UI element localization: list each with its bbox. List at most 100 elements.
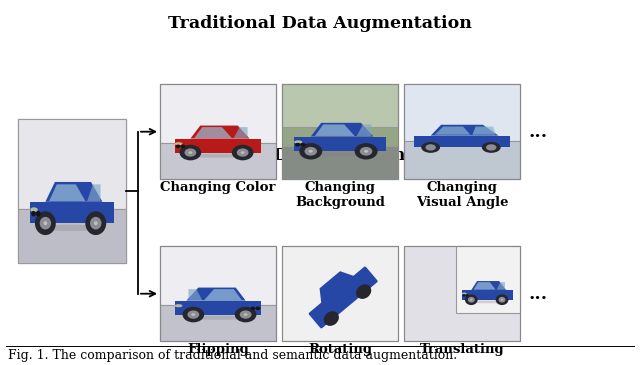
Ellipse shape [499, 297, 506, 303]
Bar [18, 119, 126, 209]
Polygon shape [356, 124, 371, 136]
Bar [404, 84, 520, 179]
Ellipse shape [182, 307, 204, 322]
Bar [282, 146, 398, 179]
Ellipse shape [482, 142, 500, 153]
Bar [160, 246, 276, 341]
Ellipse shape [308, 150, 313, 153]
Bar [18, 209, 126, 264]
Ellipse shape [184, 149, 196, 157]
Bar [18, 119, 126, 264]
Ellipse shape [31, 211, 36, 216]
Bar [282, 246, 398, 341]
Ellipse shape [175, 142, 182, 145]
Ellipse shape [180, 145, 186, 148]
Polygon shape [435, 127, 470, 135]
Polygon shape [195, 127, 232, 138]
Ellipse shape [300, 143, 305, 147]
Bar [404, 84, 520, 179]
Ellipse shape [40, 217, 51, 230]
Ellipse shape [188, 310, 199, 319]
Bar [282, 246, 398, 341]
Polygon shape [175, 300, 261, 315]
Bar [160, 305, 276, 341]
Ellipse shape [255, 307, 260, 310]
Text: Changing
Background: Changing Background [295, 181, 385, 209]
Ellipse shape [421, 142, 440, 153]
Polygon shape [315, 124, 355, 136]
Text: Traditional Data Augmentation: Traditional Data Augmentation [168, 15, 472, 32]
Ellipse shape [470, 299, 472, 301]
Text: Fig. 1. The comparison of traditional and semantic data augmentation.: Fig. 1. The comparison of traditional an… [8, 349, 457, 362]
Bar [160, 246, 276, 341]
Ellipse shape [300, 143, 323, 160]
Ellipse shape [355, 143, 378, 160]
Ellipse shape [44, 221, 47, 225]
Bar [282, 84, 398, 179]
Ellipse shape [467, 300, 508, 303]
Bar [160, 84, 276, 179]
Polygon shape [294, 137, 386, 151]
Ellipse shape [324, 311, 339, 326]
Text: Rotating: Rotating [308, 343, 372, 356]
Polygon shape [234, 127, 248, 138]
Ellipse shape [465, 294, 477, 305]
Polygon shape [311, 123, 373, 137]
Ellipse shape [501, 299, 503, 301]
Bar [160, 84, 276, 143]
Bar [18, 119, 126, 264]
Ellipse shape [305, 147, 317, 156]
Bar [282, 84, 398, 127]
Polygon shape [319, 271, 355, 304]
Bar [404, 246, 520, 341]
Text: ...: ... [528, 285, 547, 303]
Ellipse shape [191, 313, 195, 316]
Ellipse shape [244, 313, 248, 316]
Polygon shape [190, 126, 250, 139]
Polygon shape [45, 182, 102, 202]
Polygon shape [188, 289, 202, 300]
Text: Changing Color: Changing Color [160, 181, 276, 194]
Ellipse shape [35, 211, 56, 235]
Bar [404, 141, 520, 179]
Ellipse shape [180, 145, 201, 160]
Polygon shape [204, 289, 242, 300]
Ellipse shape [294, 141, 303, 144]
Polygon shape [30, 202, 114, 223]
Bar [160, 143, 276, 179]
Ellipse shape [426, 144, 436, 151]
Ellipse shape [295, 143, 300, 147]
FancyBboxPatch shape [308, 266, 378, 328]
Ellipse shape [240, 310, 252, 319]
Text: Semantic Data Augmentation: Semantic Data Augmentation [176, 147, 464, 164]
Ellipse shape [188, 151, 193, 154]
Text: Flipping: Flipping [187, 343, 249, 356]
Bar [404, 246, 520, 341]
Polygon shape [497, 282, 505, 290]
Polygon shape [49, 184, 85, 201]
Ellipse shape [250, 307, 255, 310]
Bar [282, 84, 398, 179]
Ellipse shape [232, 145, 253, 160]
Ellipse shape [364, 150, 368, 153]
Ellipse shape [356, 284, 371, 299]
Ellipse shape [360, 147, 372, 156]
Ellipse shape [468, 297, 475, 303]
Ellipse shape [303, 153, 376, 157]
Bar [404, 84, 520, 141]
Ellipse shape [85, 211, 106, 235]
Ellipse shape [175, 304, 182, 307]
Bar [456, 246, 520, 312]
Ellipse shape [36, 211, 40, 216]
Ellipse shape [463, 294, 465, 297]
Ellipse shape [237, 149, 248, 157]
Polygon shape [414, 136, 510, 147]
Ellipse shape [465, 294, 468, 297]
Polygon shape [474, 282, 495, 290]
Polygon shape [87, 184, 100, 201]
Polygon shape [471, 281, 506, 290]
Ellipse shape [235, 307, 257, 322]
Ellipse shape [241, 151, 244, 154]
Polygon shape [431, 125, 499, 136]
Ellipse shape [30, 207, 38, 212]
